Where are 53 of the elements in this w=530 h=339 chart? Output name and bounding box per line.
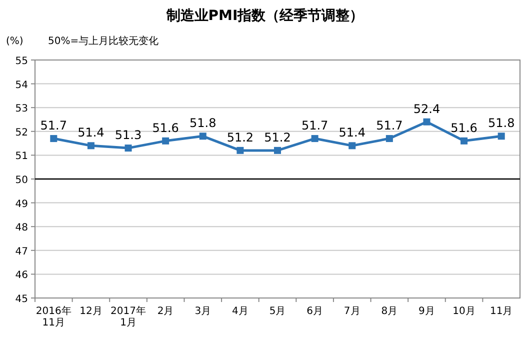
x-tick-label: 3月 [194, 306, 212, 317]
data-label: 51.2 [226, 130, 254, 144]
y-tick-label: 49 [15, 198, 28, 210]
point [87, 142, 94, 150]
data-label: 52.4 [413, 102, 440, 116]
chart-subtitle: 50%=与上月比较无变化 [48, 35, 159, 47]
point [124, 144, 132, 152]
y-tick-label: 54 [15, 80, 28, 91]
x-tick-label: 12月 [80, 306, 102, 317]
point [162, 137, 170, 144]
data-label: 51.6 [152, 120, 179, 135]
y-tick-label: 52 [15, 127, 28, 138]
x-tick-label: 11月 [490, 306, 513, 317]
data-label: 51.4 [78, 126, 104, 140]
x-tick-label: 9月 [418, 306, 435, 317]
y-tick-label: 55 [15, 56, 28, 67]
y-axis-title: (%) [6, 36, 24, 47]
data-label: 51.7 [40, 118, 68, 133]
data-label: 51.6 [450, 120, 478, 135]
data-label: 51.3 [114, 128, 142, 142]
data-label: 51.7 [301, 118, 328, 133]
point [274, 146, 281, 154]
x-tick-label: 2016年 11月 [36, 305, 72, 328]
y-tick-label: 51 [15, 151, 28, 162]
y-tick-label: 45 [15, 294, 28, 305]
y-tick-label: 50 [15, 175, 28, 186]
y-tick-label: 46 [15, 270, 28, 282]
point [386, 135, 393, 142]
x-tick-label: 5月 [269, 306, 286, 317]
data-label: 51.8 [488, 116, 515, 130]
x-tick-label: 2月 [157, 306, 174, 317]
x-tick-label: 8月 [381, 306, 398, 317]
y-tick-label: 53 [15, 104, 28, 115]
x-tick-label: 10月 [452, 306, 476, 317]
data-label: 51.2 [264, 130, 291, 144]
y-tick-label: 47 [15, 246, 28, 258]
point [423, 118, 430, 126]
x-tick-label: 7月 [344, 306, 360, 317]
chart-title: 制造业PMI指数（经季节调整） [165, 7, 364, 24]
point [199, 132, 206, 140]
point [236, 146, 244, 154]
point [50, 135, 58, 142]
point [460, 137, 468, 144]
x-tick-label: 2017年 1月 [110, 305, 146, 328]
point [311, 135, 318, 142]
y-tick-label: 48 [15, 222, 28, 234]
x-tick-label: 4月 [232, 306, 248, 317]
data-label: 51.8 [190, 116, 216, 130]
data-label: 51.7 [376, 118, 403, 133]
point [498, 132, 505, 140]
point [348, 142, 356, 150]
x-tick-label: 6月 [306, 306, 323, 317]
data-label: 51.4 [338, 126, 366, 140]
